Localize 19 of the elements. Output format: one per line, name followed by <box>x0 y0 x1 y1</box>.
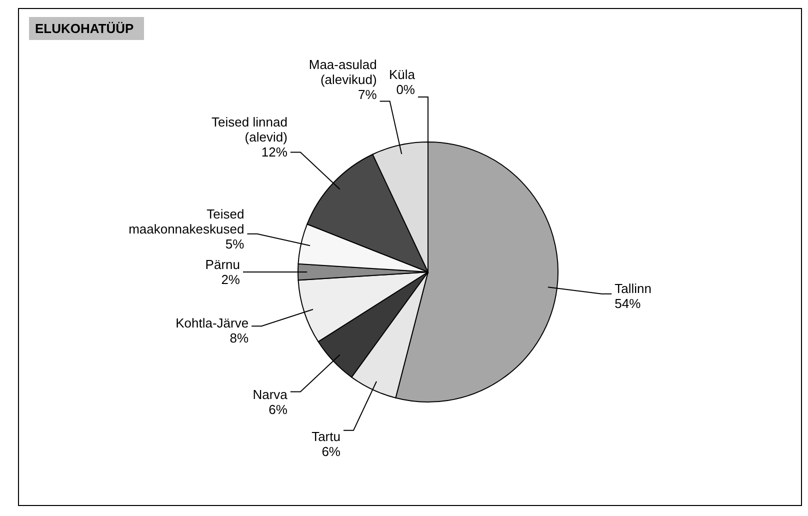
data-label: 54% <box>614 296 642 311</box>
slice-label: Kohtla-Järve <box>176 316 249 331</box>
slice-label: Maa-asulad (alevikud) <box>308 56 377 87</box>
slice-label: Teised maakonnakeskused <box>128 206 244 236</box>
data-label: 8% <box>230 330 249 346</box>
data-label: 12% <box>261 144 288 160</box>
data-label: 5% <box>225 236 245 252</box>
data-label: 2% <box>221 272 240 287</box>
text: 0% <box>396 82 415 97</box>
data-label: 6% <box>268 402 288 418</box>
data-label: 6% <box>322 444 341 459</box>
slice-label: Pärnu <box>205 257 240 272</box>
category-label: Küla <box>388 67 415 82</box>
slice-label: Tallinn <box>614 280 652 296</box>
slice-label: Narva <box>252 387 288 402</box>
slice-label: Teised linnad (alevid) <box>212 114 288 144</box>
slice-label: Tartu <box>312 428 340 444</box>
data-label: 7% <box>358 86 378 102</box>
chart-title: ELUKOHATÜÜP <box>29 17 144 40</box>
